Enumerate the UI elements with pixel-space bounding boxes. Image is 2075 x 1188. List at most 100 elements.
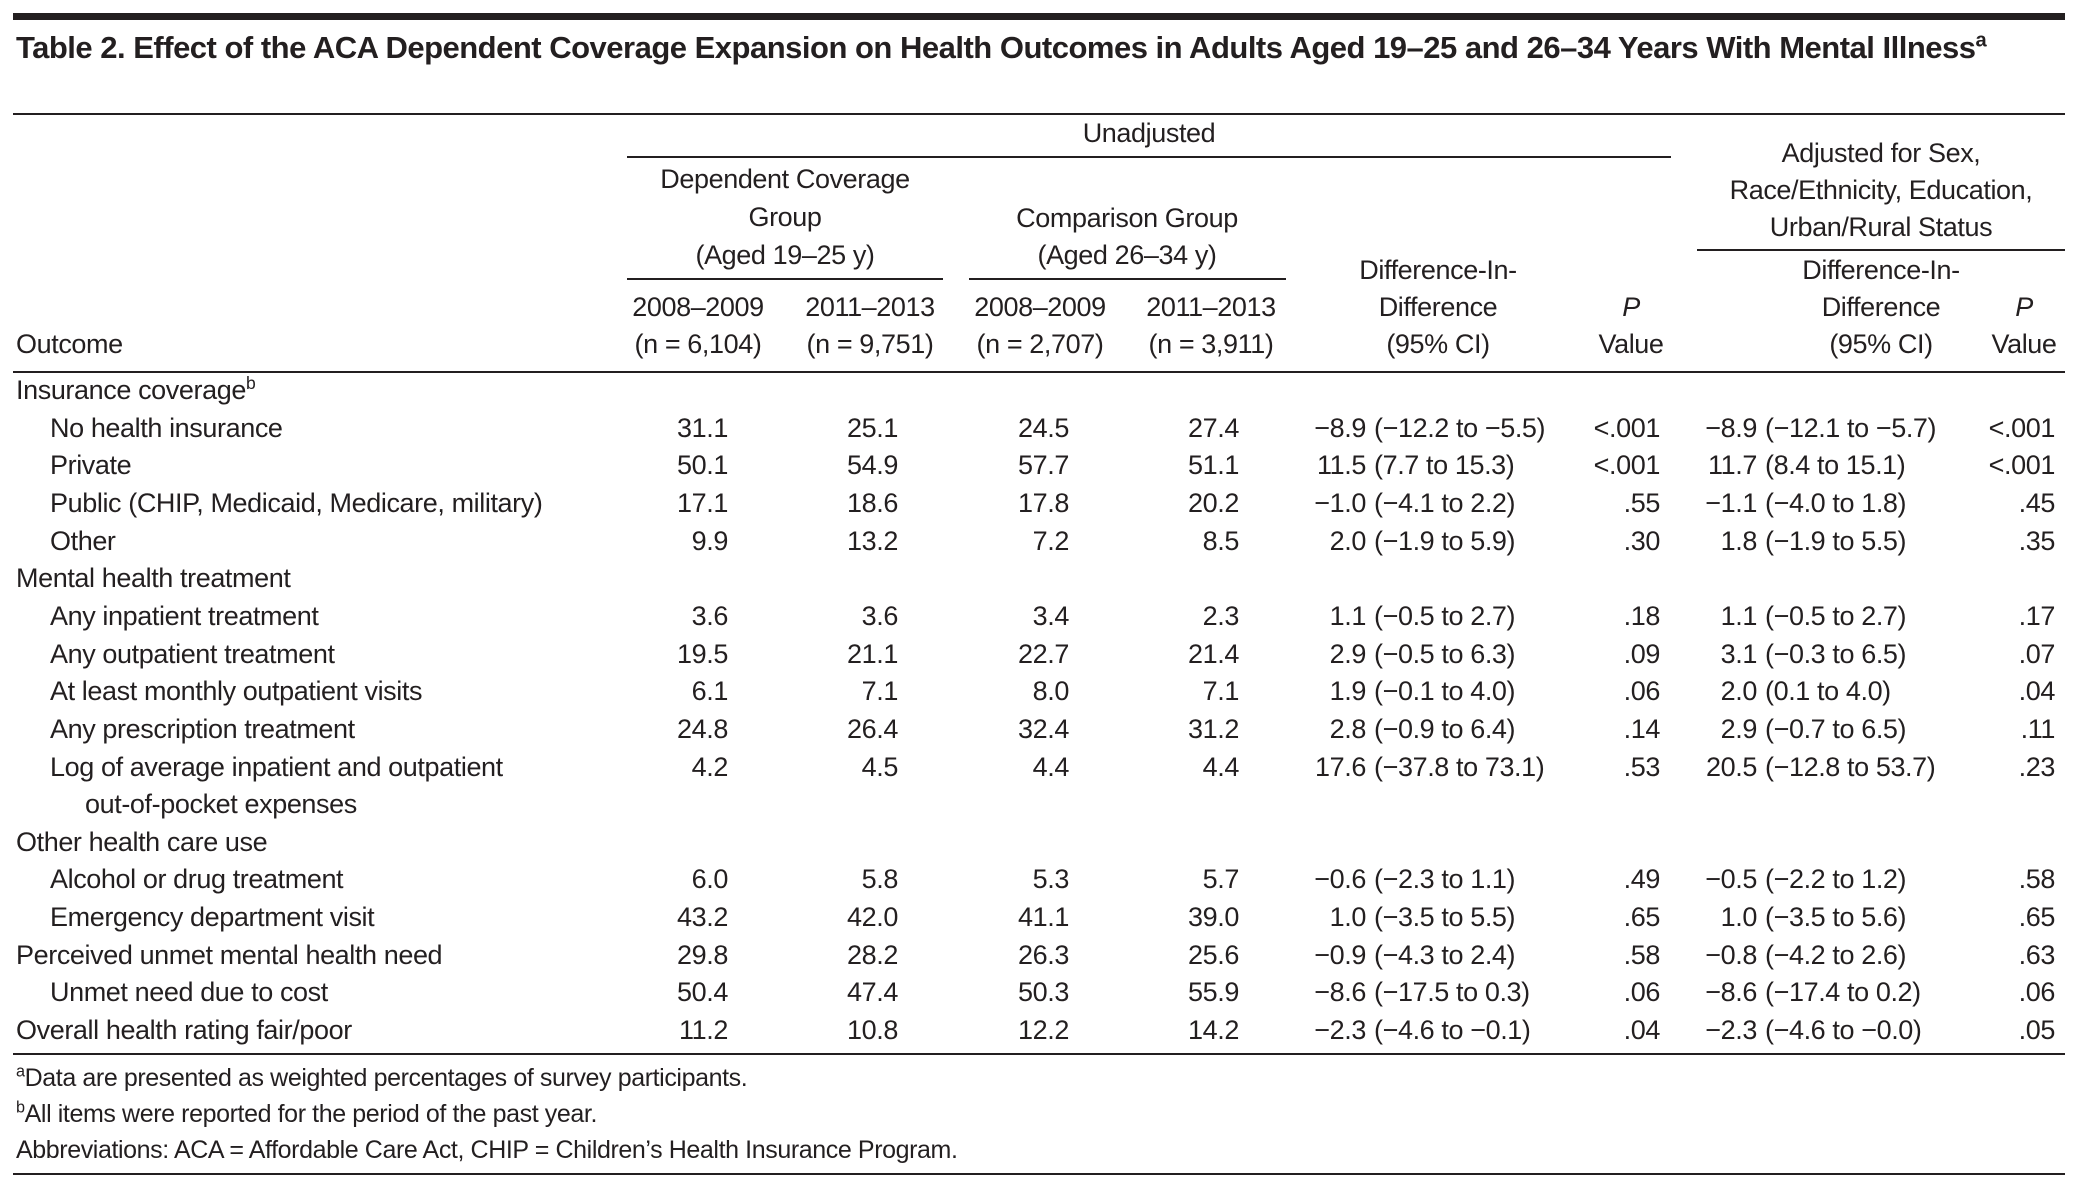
value-cell: 28.2 bbox=[847, 939, 898, 970]
did-ci: (−0.9 to 6.4) bbox=[1374, 713, 1516, 744]
value-cell: 43.2 bbox=[677, 902, 728, 933]
header-comparison-group: (Aged 26–34 y) bbox=[1037, 240, 1217, 270]
row-label: Alcohol or drug treatment bbox=[50, 864, 344, 895]
did-ci: (−37.8 to 73.1) bbox=[1374, 751, 1545, 782]
value-cell: 7.2 bbox=[1032, 525, 1070, 556]
p-value: .53 bbox=[1623, 751, 1661, 782]
value-cell: 25.1 bbox=[847, 412, 898, 443]
row-label: Perceived unmet mental health need bbox=[16, 939, 443, 970]
did-estimate: −8.6 bbox=[1314, 977, 1366, 1008]
adjusted-ci: (−12.8 to 53.7) bbox=[1765, 751, 1936, 782]
adjusted-estimate: 1.8 bbox=[1720, 525, 1758, 556]
adjusted-ci: (−0.7 to 6.5) bbox=[1765, 713, 1907, 744]
adjusted-p-value: <.001 bbox=[1988, 450, 2056, 481]
adjusted-ci: (−12.1 to −5.7) bbox=[1765, 412, 1937, 443]
did-ci: (−17.5 to 0.3) bbox=[1374, 977, 1530, 1008]
header-adjusted: Race/Ethnicity, Education, bbox=[1729, 175, 2033, 205]
p-value: .30 bbox=[1623, 525, 1661, 556]
value-cell: 19.5 bbox=[677, 638, 728, 669]
adjusted-estimate: 11.7 bbox=[1708, 450, 1757, 481]
value-cell: 47.4 bbox=[847, 977, 898, 1008]
did-ci: (−0.1 to 4.0) bbox=[1374, 676, 1516, 707]
value-cell: 57.7 bbox=[1018, 450, 1069, 481]
value-cell: 5.8 bbox=[861, 864, 899, 895]
value-cell: 17.8 bbox=[1018, 487, 1069, 518]
did-estimate: −0.6 bbox=[1314, 864, 1366, 895]
value-cell: 27.4 bbox=[1188, 412, 1239, 443]
value-cell: 7.1 bbox=[1202, 676, 1240, 707]
did-estimate: −0.9 bbox=[1314, 939, 1366, 970]
header-adjusted: Adjusted for Sex, bbox=[1781, 138, 1981, 168]
header-adjusted-did: Difference-In- bbox=[1802, 255, 1960, 285]
value-cell: 3.4 bbox=[1032, 600, 1070, 631]
value-cell: 4.2 bbox=[691, 751, 729, 782]
header-n: (n = 2,707) bbox=[976, 329, 1104, 359]
adjusted-estimate: 1.0 bbox=[1720, 902, 1758, 933]
header-adjusted-p: P bbox=[2015, 292, 2033, 322]
did-ci: (−12.2 to −5.5) bbox=[1374, 412, 1546, 443]
header-outcome: Outcome bbox=[16, 329, 123, 359]
value-cell: 9.9 bbox=[691, 525, 729, 556]
did-ci: (−4.3 to 2.4) bbox=[1374, 939, 1516, 970]
row-label: At least monthly outpatient visits bbox=[50, 676, 423, 707]
footnote-mark: a bbox=[16, 1062, 25, 1081]
value-cell: 29.8 bbox=[677, 939, 728, 970]
adjusted-ci: (−3.5 to 5.6) bbox=[1765, 902, 1907, 933]
row-label: Overall health rating fair/poor bbox=[16, 1015, 352, 1046]
adjusted-p-value: .11 bbox=[2020, 713, 2056, 744]
p-value: .18 bbox=[1623, 600, 1661, 631]
footnote-text: Data are presented as weighted percentag… bbox=[24, 1064, 748, 1092]
adjusted-p-value: .65 bbox=[2018, 902, 2056, 933]
value-cell: 50.4 bbox=[677, 977, 728, 1008]
did-estimate: 11.5 bbox=[1317, 450, 1366, 481]
dependent-rule bbox=[627, 278, 943, 280]
p-value: .58 bbox=[1623, 939, 1661, 970]
footer-rule bbox=[13, 1173, 2065, 1175]
row-label: Any prescription treatment bbox=[50, 713, 355, 744]
did-estimate: 2.8 bbox=[1329, 713, 1367, 744]
adjusted-p-value: .17 bbox=[2018, 600, 2056, 631]
adjusted-estimate: 2.9 bbox=[1720, 713, 1758, 744]
value-cell: 3.6 bbox=[691, 600, 729, 631]
adjusted-rule bbox=[1697, 249, 2065, 251]
p-value: .14 bbox=[1623, 713, 1661, 744]
adjusted-ci: (−17.4 to 0.2) bbox=[1765, 977, 1921, 1008]
did-ci: (−3.5 to 5.5) bbox=[1374, 902, 1516, 933]
header-p: Value bbox=[1598, 329, 1664, 359]
header-did: (95% CI) bbox=[1386, 329, 1490, 359]
row-label: Any inpatient treatment bbox=[50, 600, 319, 631]
header-n: (n = 6,104) bbox=[634, 329, 762, 359]
header-unadjusted: Unadjusted bbox=[1082, 118, 1216, 148]
row-label: Unmet need due to cost bbox=[50, 977, 328, 1008]
did-estimate: −1.0 bbox=[1314, 487, 1366, 518]
value-cell: 14.2 bbox=[1188, 1015, 1239, 1046]
value-cell: 13.2 bbox=[847, 525, 898, 556]
footnote-mark: b bbox=[245, 373, 256, 393]
header-adjusted: Urban/Rural Status bbox=[1769, 212, 1993, 242]
p-value: .06 bbox=[1623, 676, 1661, 707]
adjusted-estimate: −1.1 bbox=[1705, 487, 1757, 518]
did-estimate: 17.6 bbox=[1315, 751, 1366, 782]
header-adjusted-did: (95% CI) bbox=[1829, 329, 1933, 359]
value-cell: 24.5 bbox=[1018, 412, 1069, 443]
row-label: Other health care use bbox=[16, 826, 268, 857]
value-cell: 6.1 bbox=[691, 676, 729, 707]
p-value: .09 bbox=[1623, 638, 1661, 669]
adjusted-ci: (0.1 to 4.0) bbox=[1765, 676, 1891, 707]
value-cell: 2.3 bbox=[1202, 600, 1240, 631]
adjusted-p-value: .07 bbox=[2018, 638, 2056, 669]
p-value: <.001 bbox=[1593, 450, 1661, 481]
did-ci: (−0.5 to 6.3) bbox=[1374, 638, 1516, 669]
top-rule bbox=[13, 13, 2065, 20]
did-estimate: 2.9 bbox=[1329, 638, 1367, 669]
did-ci: (−0.5 to 2.7) bbox=[1374, 600, 1516, 631]
row-label: Log of average inpatient and outpatient bbox=[50, 751, 503, 782]
value-cell: 8.5 bbox=[1202, 525, 1240, 556]
value-cell: 55.9 bbox=[1188, 977, 1239, 1008]
header-n: (n = 3,911) bbox=[1148, 329, 1274, 359]
header-did: Difference bbox=[1378, 292, 1498, 322]
adjusted-p-value: .63 bbox=[2018, 939, 2056, 970]
adjusted-estimate: 3.1 bbox=[1720, 638, 1758, 669]
row-label: No health insurance bbox=[50, 412, 283, 443]
p-value: .49 bbox=[1623, 864, 1661, 895]
